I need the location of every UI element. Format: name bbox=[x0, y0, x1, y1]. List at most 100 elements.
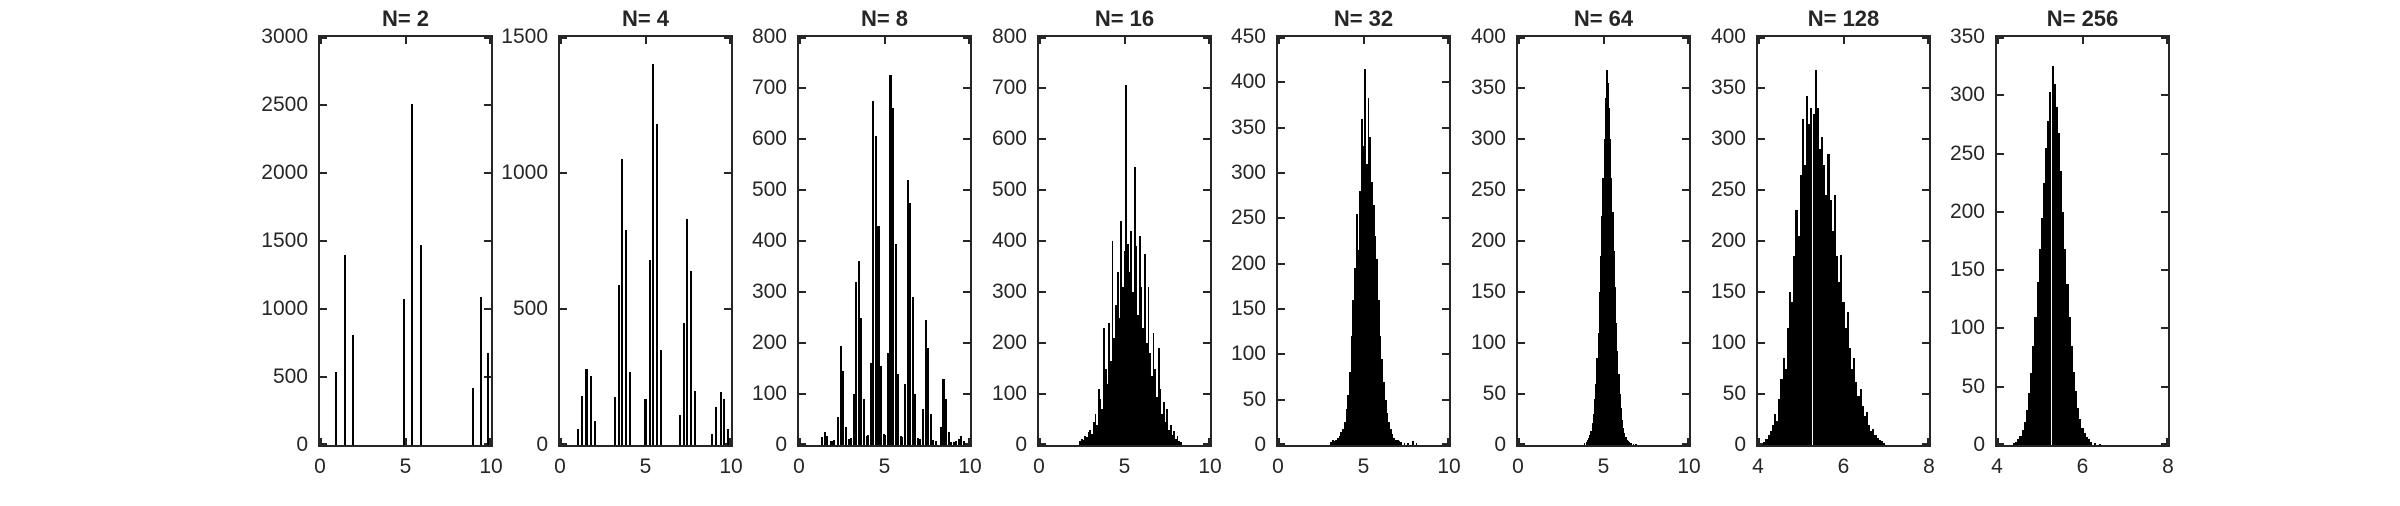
histogram-bar bbox=[1876, 437, 1879, 445]
histogram-bar bbox=[1338, 435, 1341, 445]
histogram-bar bbox=[1087, 432, 1090, 445]
histogram-bar bbox=[1343, 422, 1346, 445]
histogram-bar bbox=[1630, 442, 1632, 445]
histogram-bar bbox=[1132, 292, 1134, 445]
x-axis-tick-top bbox=[729, 37, 731, 44]
x-axis-tick-top bbox=[1447, 37, 1449, 44]
y-axis-tick-right bbox=[1203, 87, 1210, 89]
histogram-bar bbox=[1838, 281, 1841, 445]
x-axis-tick-top bbox=[489, 37, 491, 44]
y-tick-label: 500 bbox=[272, 365, 308, 388]
histogram-bar bbox=[2040, 217, 2043, 445]
y-axis-tick-right bbox=[1203, 291, 1210, 293]
histogram-bar bbox=[1628, 441, 1631, 445]
y-axis-tick bbox=[560, 308, 567, 310]
histogram-bar bbox=[1173, 430, 1175, 445]
histogram-bar bbox=[844, 427, 848, 445]
x-axis-tick-top bbox=[2081, 37, 2084, 44]
y-axis-tick bbox=[799, 240, 806, 242]
x-tick-label: 0 bbox=[1033, 455, 1045, 478]
y-tick-label: 350 bbox=[1949, 25, 1985, 48]
y-axis-tick bbox=[1758, 37, 1765, 39]
y-axis-tick-right bbox=[1922, 443, 1929, 445]
histogram-bar bbox=[2015, 441, 2018, 445]
histogram-bar bbox=[1116, 271, 1119, 445]
histogram-bar bbox=[1598, 292, 1601, 445]
y-axis-tick-right bbox=[2161, 37, 2168, 39]
histogram-bar bbox=[678, 415, 681, 445]
x-axis-tick-top bbox=[1842, 37, 1845, 44]
histogram-bar bbox=[1603, 139, 1606, 445]
y-axis-tick bbox=[560, 172, 567, 174]
y-tick-label: 300 bbox=[1710, 127, 1746, 150]
y-tick-label: 400 bbox=[1710, 25, 1746, 48]
histogram-bar bbox=[1801, 118, 1804, 445]
x-axis-tick-top bbox=[1927, 37, 1929, 44]
histogram-bar bbox=[655, 124, 658, 445]
histogram-bar bbox=[877, 225, 880, 445]
histogram-bar bbox=[343, 254, 346, 445]
histogram-bar bbox=[1084, 435, 1087, 445]
y-axis-tick bbox=[1039, 189, 1046, 191]
x-tick-label: 5 bbox=[1357, 455, 1370, 478]
y-tick-label: 100 bbox=[1230, 342, 1266, 366]
histogram-bar bbox=[1859, 388, 1862, 445]
y-axis-tick bbox=[799, 37, 806, 39]
histogram-bar bbox=[1096, 424, 1098, 445]
x-tick-label: 4 bbox=[1752, 455, 1764, 478]
y-axis-tick-right bbox=[724, 37, 731, 39]
y-axis-tick bbox=[1758, 393, 1765, 395]
histogram-bar bbox=[581, 396, 584, 445]
histogram-bar bbox=[1403, 443, 1406, 445]
y-axis-tick-right bbox=[1442, 37, 1449, 39]
histogram-bar bbox=[689, 270, 692, 445]
y-tick-label: 800 bbox=[751, 25, 787, 48]
histogram-bar bbox=[1591, 422, 1594, 445]
y-axis-tick-right bbox=[1442, 217, 1449, 220]
y-axis-tick-right bbox=[963, 240, 970, 242]
histogram-bar bbox=[1863, 416, 1866, 445]
histogram-bar bbox=[1079, 440, 1081, 445]
histogram-bar bbox=[1829, 200, 1832, 445]
y-axis-tick bbox=[320, 37, 327, 39]
histogram-bar bbox=[927, 348, 930, 445]
y-tick-label: 200 bbox=[1230, 251, 1266, 275]
y-tick-label: 350 bbox=[1470, 76, 1506, 99]
histogram-bar bbox=[952, 442, 955, 445]
histogram-bar bbox=[1097, 388, 1100, 445]
histogram-bar bbox=[1395, 439, 1397, 445]
histogram-bar bbox=[847, 438, 850, 445]
histogram-bar bbox=[1347, 395, 1349, 445]
y-axis-tick bbox=[560, 443, 567, 445]
y-axis-tick bbox=[1039, 138, 1046, 140]
y-axis-tick-right bbox=[1682, 138, 1689, 140]
histogram-bar bbox=[1106, 383, 1109, 445]
histogram-bar bbox=[2034, 316, 2037, 445]
y-tick-label: 150 bbox=[1949, 258, 1985, 282]
histogram-bar bbox=[715, 406, 718, 445]
histogram-bar bbox=[1596, 358, 1598, 445]
histogram-bar bbox=[2053, 83, 2056, 445]
y-axis-tick bbox=[799, 87, 806, 89]
y-tick-label: 200 bbox=[1949, 199, 1985, 223]
y-tick-label: 250 bbox=[1949, 141, 1985, 165]
y-axis-tick-right bbox=[724, 308, 731, 310]
y-axis-tick bbox=[1518, 189, 1525, 191]
x-tick-label: 6 bbox=[1837, 455, 1850, 478]
histogram-bar bbox=[1795, 210, 1798, 445]
histogram-bar bbox=[1388, 422, 1390, 445]
histogram-bar bbox=[1765, 438, 1768, 445]
x-axis-tick-top bbox=[799, 37, 801, 44]
histogram-bar bbox=[1331, 440, 1334, 445]
x-tick-label: 0 bbox=[1512, 455, 1524, 478]
histogram-bar bbox=[2072, 371, 2075, 445]
histogram-bar bbox=[916, 437, 919, 445]
histogram-bar bbox=[2023, 421, 2026, 445]
y-axis-tick-right bbox=[1922, 342, 1929, 344]
y-axis-tick bbox=[1039, 87, 1046, 89]
y-axis-tick bbox=[1278, 353, 1285, 356]
y-axis-tick-right bbox=[963, 443, 970, 445]
histogram-bar bbox=[1810, 108, 1813, 445]
histogram-bar bbox=[1595, 383, 1597, 445]
